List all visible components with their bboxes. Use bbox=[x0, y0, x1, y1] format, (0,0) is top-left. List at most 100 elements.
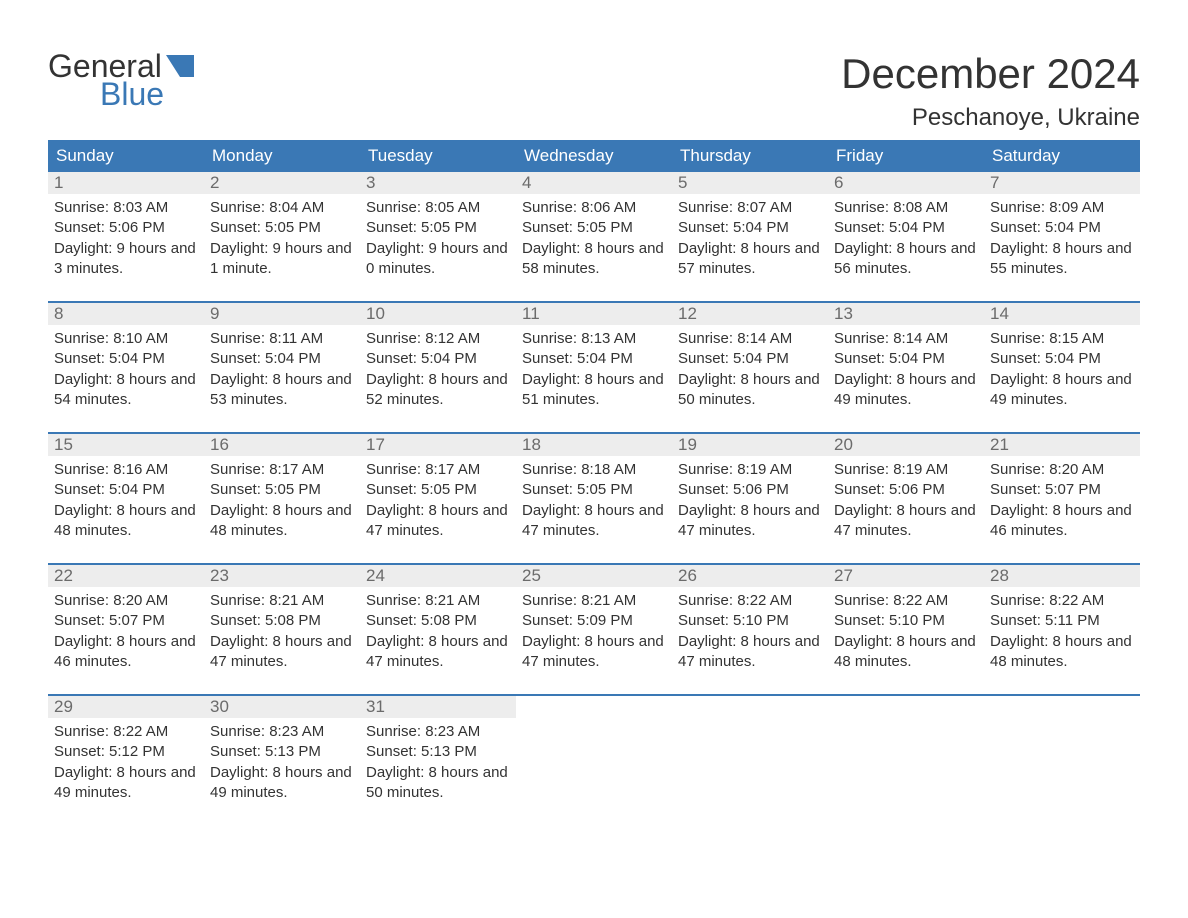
day-number: 2 bbox=[204, 172, 360, 194]
sunset-line: Sunset: 5:04 PM bbox=[54, 480, 198, 500]
day-body: Sunrise: 8:19 AMSunset: 5:06 PMDaylight:… bbox=[828, 456, 984, 545]
day-cell: 27Sunrise: 8:22 AMSunset: 5:10 PMDayligh… bbox=[828, 565, 984, 676]
sunrise-line: Sunrise: 8:20 AM bbox=[54, 591, 198, 611]
day-number: 24 bbox=[360, 565, 516, 587]
day-body: Sunrise: 8:16 AMSunset: 5:04 PMDaylight:… bbox=[48, 456, 204, 545]
day-number: 13 bbox=[828, 303, 984, 325]
weekday-header: Saturday bbox=[984, 140, 1140, 172]
sunrise-line: Sunrise: 8:10 AM bbox=[54, 329, 198, 349]
day-body: Sunrise: 8:18 AMSunset: 5:05 PMDaylight:… bbox=[516, 456, 672, 545]
daylight-line: Daylight: 8 hours and 55 minutes. bbox=[990, 239, 1134, 280]
sunset-line: Sunset: 5:04 PM bbox=[522, 349, 666, 369]
sunset-line: Sunset: 5:07 PM bbox=[54, 611, 198, 631]
day-cell: 5Sunrise: 8:07 AMSunset: 5:04 PMDaylight… bbox=[672, 172, 828, 283]
sunset-line: Sunset: 5:04 PM bbox=[210, 349, 354, 369]
daylight-line: Daylight: 9 hours and 1 minute. bbox=[210, 239, 354, 280]
sunrise-line: Sunrise: 8:21 AM bbox=[522, 591, 666, 611]
day-number: 21 bbox=[984, 434, 1140, 456]
day-number: 16 bbox=[204, 434, 360, 456]
daylight-line: Daylight: 8 hours and 47 minutes. bbox=[678, 501, 822, 542]
sunset-line: Sunset: 5:04 PM bbox=[678, 349, 822, 369]
day-number: 4 bbox=[516, 172, 672, 194]
sunrise-line: Sunrise: 8:14 AM bbox=[678, 329, 822, 349]
daylight-line: Daylight: 9 hours and 0 minutes. bbox=[366, 239, 510, 280]
day-body: Sunrise: 8:06 AMSunset: 5:05 PMDaylight:… bbox=[516, 194, 672, 283]
daylight-line: Daylight: 8 hours and 48 minutes. bbox=[210, 501, 354, 542]
day-body: Sunrise: 8:22 AMSunset: 5:11 PMDaylight:… bbox=[984, 587, 1140, 676]
sunset-line: Sunset: 5:04 PM bbox=[834, 349, 978, 369]
day-number: 20 bbox=[828, 434, 984, 456]
day-cell: 20Sunrise: 8:19 AMSunset: 5:06 PMDayligh… bbox=[828, 434, 984, 545]
daylight-line: Daylight: 8 hours and 57 minutes. bbox=[678, 239, 822, 280]
sunrise-line: Sunrise: 8:17 AM bbox=[210, 460, 354, 480]
day-cell: 7Sunrise: 8:09 AMSunset: 5:04 PMDaylight… bbox=[984, 172, 1140, 283]
week-row: 8Sunrise: 8:10 AMSunset: 5:04 PMDaylight… bbox=[48, 301, 1140, 414]
sunset-line: Sunset: 5:08 PM bbox=[366, 611, 510, 631]
sunrise-line: Sunrise: 8:19 AM bbox=[678, 460, 822, 480]
week-spacer bbox=[48, 545, 1140, 563]
weekday-header: Monday bbox=[204, 140, 360, 172]
sunrise-line: Sunrise: 8:14 AM bbox=[834, 329, 978, 349]
sunset-line: Sunset: 5:05 PM bbox=[522, 218, 666, 238]
day-number: 23 bbox=[204, 565, 360, 587]
day-body: Sunrise: 8:22 AMSunset: 5:10 PMDaylight:… bbox=[828, 587, 984, 676]
day-number: 27 bbox=[828, 565, 984, 587]
day-number: 9 bbox=[204, 303, 360, 325]
daylight-line: Daylight: 8 hours and 54 minutes. bbox=[54, 370, 198, 411]
day-cell: 9Sunrise: 8:11 AMSunset: 5:04 PMDaylight… bbox=[204, 303, 360, 414]
header-block: General Blue December 2024 Peschanoye, U… bbox=[48, 50, 1140, 132]
day-number: 5 bbox=[672, 172, 828, 194]
day-body: Sunrise: 8:15 AMSunset: 5:04 PMDaylight:… bbox=[984, 325, 1140, 414]
day-cell: 10Sunrise: 8:12 AMSunset: 5:04 PMDayligh… bbox=[360, 303, 516, 414]
day-body: Sunrise: 8:23 AMSunset: 5:13 PMDaylight:… bbox=[360, 718, 516, 807]
day-body: Sunrise: 8:21 AMSunset: 5:08 PMDaylight:… bbox=[360, 587, 516, 676]
daylight-line: Daylight: 8 hours and 52 minutes. bbox=[366, 370, 510, 411]
day-body: Sunrise: 8:17 AMSunset: 5:05 PMDaylight:… bbox=[360, 456, 516, 545]
sunrise-line: Sunrise: 8:22 AM bbox=[54, 722, 198, 742]
day-cell: 21Sunrise: 8:20 AMSunset: 5:07 PMDayligh… bbox=[984, 434, 1140, 545]
week-spacer bbox=[48, 414, 1140, 432]
sunrise-line: Sunrise: 8:22 AM bbox=[834, 591, 978, 611]
sunrise-line: Sunrise: 8:04 AM bbox=[210, 198, 354, 218]
day-cell: 26Sunrise: 8:22 AMSunset: 5:10 PMDayligh… bbox=[672, 565, 828, 676]
daylight-line: Daylight: 8 hours and 51 minutes. bbox=[522, 370, 666, 411]
sunrise-line: Sunrise: 8:20 AM bbox=[990, 460, 1134, 480]
sunrise-line: Sunrise: 8:12 AM bbox=[366, 329, 510, 349]
sunset-line: Sunset: 5:05 PM bbox=[366, 218, 510, 238]
day-body: Sunrise: 8:07 AMSunset: 5:04 PMDaylight:… bbox=[672, 194, 828, 283]
sunset-line: Sunset: 5:04 PM bbox=[54, 349, 198, 369]
day-body: Sunrise: 8:22 AMSunset: 5:10 PMDaylight:… bbox=[672, 587, 828, 676]
daylight-line: Daylight: 8 hours and 48 minutes. bbox=[54, 501, 198, 542]
day-body: Sunrise: 8:21 AMSunset: 5:08 PMDaylight:… bbox=[204, 587, 360, 676]
daylight-line: Daylight: 8 hours and 47 minutes. bbox=[210, 632, 354, 673]
daylight-line: Daylight: 8 hours and 49 minutes. bbox=[834, 370, 978, 411]
day-cell: 23Sunrise: 8:21 AMSunset: 5:08 PMDayligh… bbox=[204, 565, 360, 676]
location: Peschanoye, Ukraine bbox=[841, 104, 1140, 132]
month-title: December 2024 bbox=[841, 50, 1140, 98]
daylight-line: Daylight: 8 hours and 49 minutes. bbox=[990, 370, 1134, 411]
day-cell: 6Sunrise: 8:08 AMSunset: 5:04 PMDaylight… bbox=[828, 172, 984, 283]
sunset-line: Sunset: 5:05 PM bbox=[522, 480, 666, 500]
daylight-line: Daylight: 8 hours and 53 minutes. bbox=[210, 370, 354, 411]
day-body: Sunrise: 8:20 AMSunset: 5:07 PMDaylight:… bbox=[984, 456, 1140, 545]
day-cell: 19Sunrise: 8:19 AMSunset: 5:06 PMDayligh… bbox=[672, 434, 828, 545]
day-cell: 15Sunrise: 8:16 AMSunset: 5:04 PMDayligh… bbox=[48, 434, 204, 545]
sunrise-line: Sunrise: 8:15 AM bbox=[990, 329, 1134, 349]
sunset-line: Sunset: 5:07 PM bbox=[990, 480, 1134, 500]
sunrise-line: Sunrise: 8:08 AM bbox=[834, 198, 978, 218]
sunset-line: Sunset: 5:12 PM bbox=[54, 742, 198, 762]
daylight-line: Daylight: 8 hours and 47 minutes. bbox=[366, 632, 510, 673]
day-body: Sunrise: 8:13 AMSunset: 5:04 PMDaylight:… bbox=[516, 325, 672, 414]
day-number: 8 bbox=[48, 303, 204, 325]
day-number: 18 bbox=[516, 434, 672, 456]
day-number: 14 bbox=[984, 303, 1140, 325]
daylight-line: Daylight: 8 hours and 47 minutes. bbox=[834, 501, 978, 542]
day-body: Sunrise: 8:17 AMSunset: 5:05 PMDaylight:… bbox=[204, 456, 360, 545]
daylight-line: Daylight: 9 hours and 3 minutes. bbox=[54, 239, 198, 280]
day-cell: 8 Sunrise: 8:10 AMSunset: 5:04 PMDaylight… bbox=[48, 303, 204, 414]
day-body: Sunrise: 8:23 AMSunset: 5:13 PMDaylight:… bbox=[204, 718, 360, 807]
week-row: 29Sunrise: 8:22 AMSunset: 5:12 PMDayligh… bbox=[48, 694, 1140, 807]
sunset-line: Sunset: 5:06 PM bbox=[54, 218, 198, 238]
sunset-line: Sunset: 5:06 PM bbox=[834, 480, 978, 500]
daylight-line: Daylight: 8 hours and 46 minutes. bbox=[54, 632, 198, 673]
